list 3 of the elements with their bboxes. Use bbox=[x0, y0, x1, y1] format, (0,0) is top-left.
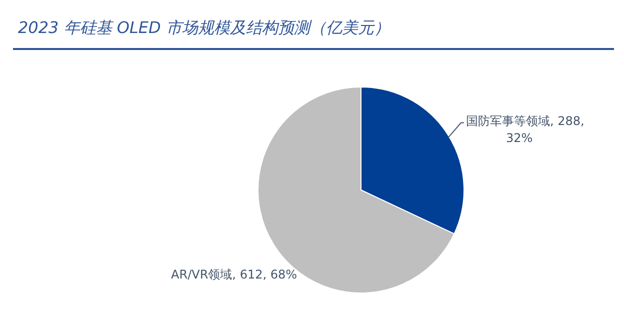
chart-title: 2023 年硅基 OLED 市场规模及结构预测（亿美元） bbox=[18, 18, 390, 39]
slice-label: AR/VR领域, 612, 68% bbox=[171, 267, 298, 282]
slice-label: 国防军事等领域, 288, 32% bbox=[466, 114, 584, 145]
